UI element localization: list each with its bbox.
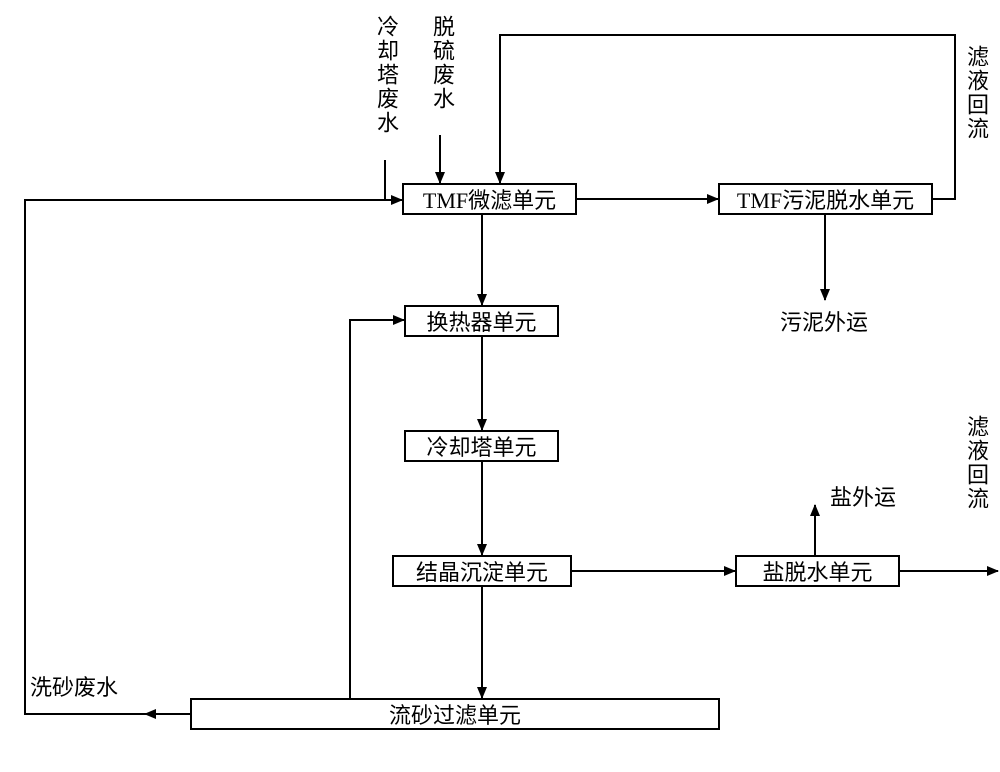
box-tmf-micro: TMF微滤单元: [402, 183, 577, 215]
diagram-canvas: TMF微滤单元 TMF污泥脱水单元 换热器单元 冷却塔单元 结晶沉淀单元 盐脱水…: [0, 0, 1000, 772]
edge-sand-to-heatex: [350, 320, 404, 698]
box-tmf-sludge-label: TMF污泥脱水单元: [737, 183, 914, 215]
box-crystallization: 结晶沉淀单元: [392, 555, 572, 587]
label-filtrate-return-lower: 滤液回流: [960, 415, 992, 511]
label-sludge-transport: 污泥外运: [780, 305, 868, 337]
box-tmf-micro-label: TMF微滤单元: [423, 183, 556, 215]
box-salt-dewater: 盐脱水单元: [735, 555, 900, 587]
edge-sludge-filtrate-return: [500, 35, 955, 199]
box-heat-exchanger: 换热器单元: [404, 305, 559, 337]
box-crystallization-label: 结晶沉淀单元: [416, 555, 548, 587]
box-cooling-tower: 冷却塔单元: [404, 430, 559, 462]
label-filtrate-return-upper: 滤液回流: [960, 45, 992, 141]
label-cooling-tower-wastewater: 冷却塔废水: [370, 15, 402, 135]
box-cooling-tower-label: 冷却塔单元: [426, 430, 536, 462]
label-sandwash-wastewater: 洗砂废水: [30, 670, 118, 702]
box-sand-filter: 流砂过滤单元: [190, 698, 720, 730]
label-salt-transport: 盐外运: [830, 480, 896, 512]
label-desulfurization-wastewater: 脱硫废水: [426, 15, 458, 111]
box-heat-exchanger-label: 换热器单元: [426, 305, 536, 337]
box-salt-dewater-label: 盐脱水单元: [762, 555, 872, 587]
edges-layer: [0, 0, 1000, 772]
box-tmf-sludge: TMF污泥脱水单元: [718, 183, 933, 215]
edge-sand-loop-to-tmf: [25, 200, 402, 714]
box-sand-filter-label: 流砂过滤单元: [389, 698, 521, 730]
edge-cooltower-to-tmf: [385, 160, 402, 200]
